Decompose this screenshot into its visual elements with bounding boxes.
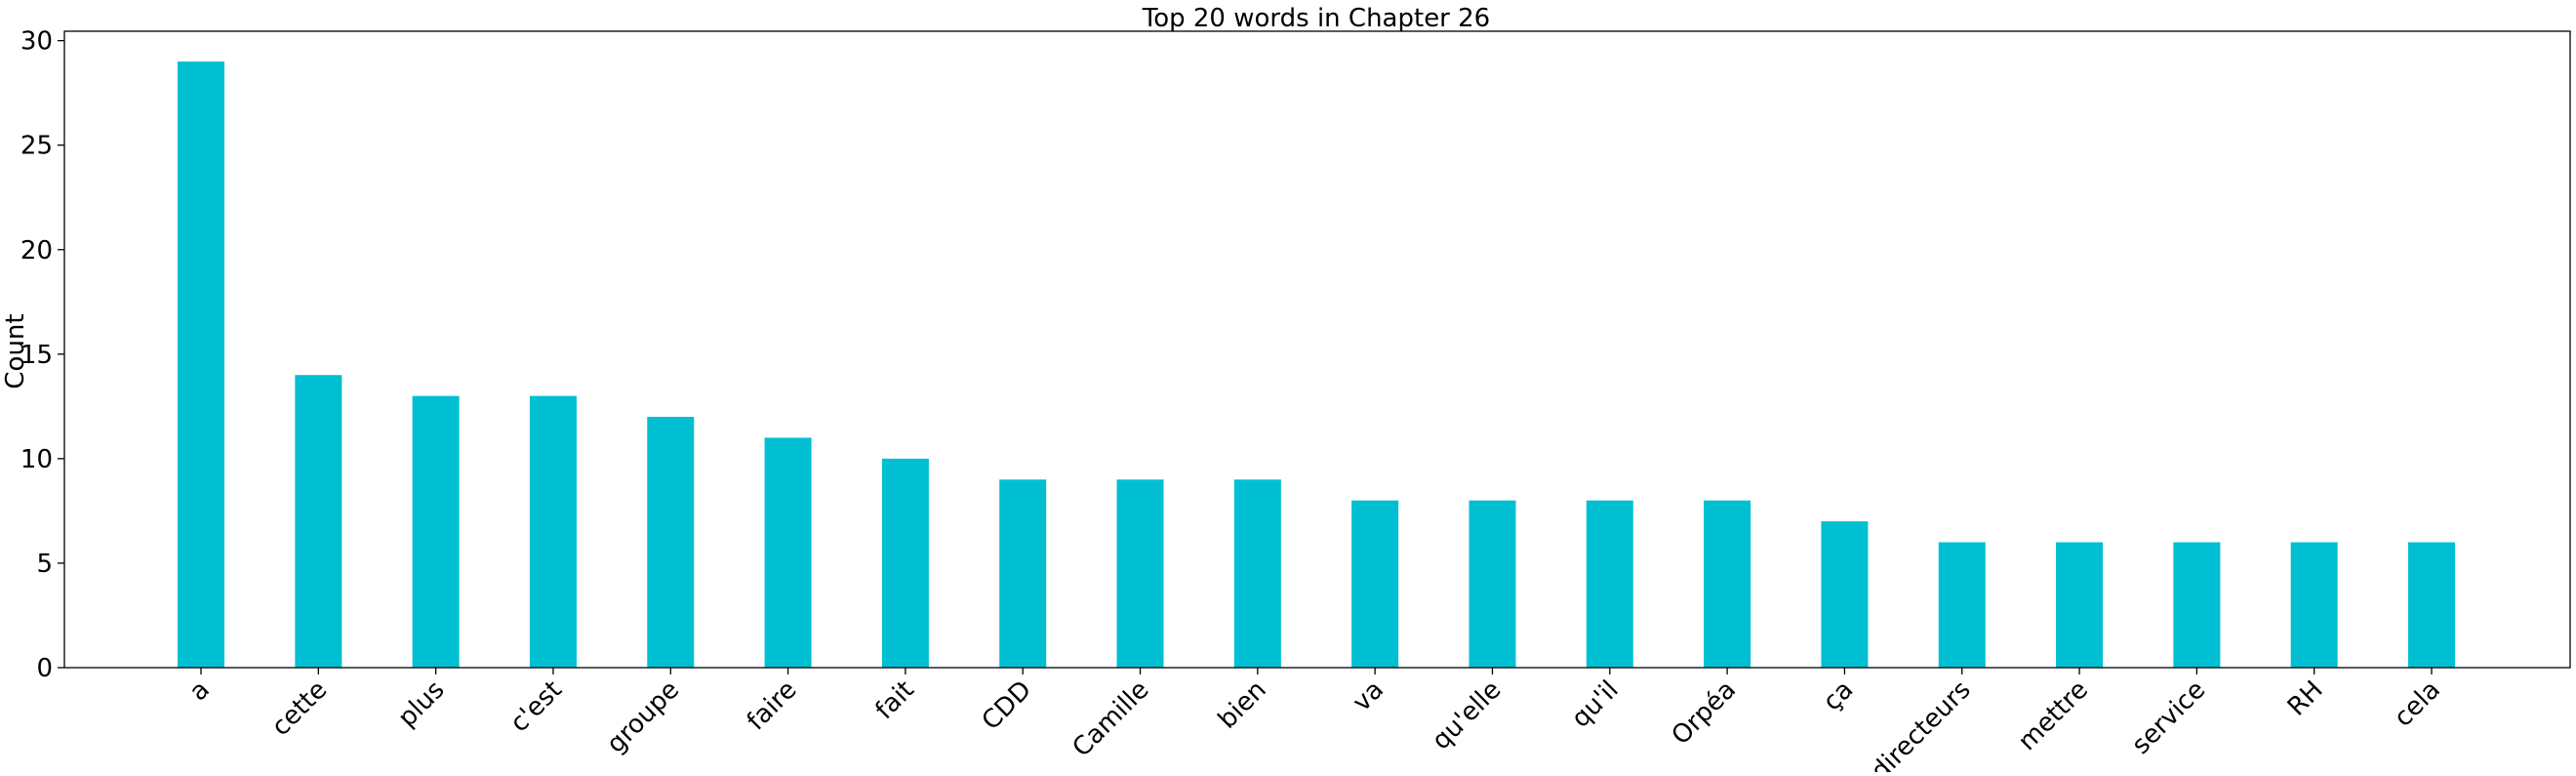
bar bbox=[1116, 479, 1164, 668]
bar bbox=[647, 417, 695, 668]
x-tick-label: CDD bbox=[977, 675, 1037, 736]
bar bbox=[999, 479, 1047, 668]
x-tick-label: a bbox=[183, 675, 215, 707]
x-tick-label: Camille bbox=[1067, 675, 1155, 763]
plot-area-frame bbox=[63, 30, 2571, 669]
bar bbox=[1821, 521, 1869, 668]
x-tick-label: faire bbox=[742, 675, 803, 737]
bar bbox=[295, 375, 342, 668]
bar bbox=[2290, 542, 2338, 668]
x-tick-label: cela bbox=[2389, 675, 2446, 733]
x-tick-label: c'est bbox=[504, 675, 567, 738]
bar bbox=[2173, 542, 2221, 668]
y-axis-ticks: 0 5 10 15 20 25 30 bbox=[20, 27, 64, 683]
bar bbox=[1938, 542, 1986, 668]
x-tick-label: cette bbox=[266, 675, 333, 742]
x-tick-label: service bbox=[2126, 675, 2211, 760]
bar bbox=[178, 61, 224, 669]
bar bbox=[1233, 479, 1281, 668]
chart-title: Top 20 words in Chapter 26 bbox=[1142, 4, 1490, 33]
bar bbox=[881, 458, 929, 668]
x-tick-label: Orpéa bbox=[1667, 675, 1742, 751]
y-tick-label: 20 bbox=[20, 236, 53, 265]
x-tick-label: directeurs bbox=[1866, 675, 1977, 772]
bar bbox=[764, 437, 812, 668]
x-tick-label: bien bbox=[1213, 675, 1272, 735]
y-axis-label: Count bbox=[1, 313, 30, 388]
x-tick-label: qu'il bbox=[1566, 675, 1625, 734]
y-tick-label: 5 bbox=[36, 550, 53, 579]
bar bbox=[2408, 542, 2455, 668]
y-tick-label: 30 bbox=[20, 27, 53, 57]
x-tick-label: RH bbox=[2282, 675, 2329, 722]
bar bbox=[1586, 500, 1633, 668]
y-tick-label: 25 bbox=[20, 132, 53, 161]
y-tick-label: 0 bbox=[36, 654, 53, 683]
bar bbox=[1704, 500, 1751, 668]
y-tick-label: 15 bbox=[20, 341, 53, 370]
x-tick-label: groupe bbox=[601, 675, 685, 759]
bar bbox=[412, 395, 460, 668]
bar bbox=[529, 395, 577, 668]
x-tick-label: fait bbox=[870, 675, 920, 725]
x-tick-label: qu'elle bbox=[1427, 675, 1507, 756]
y-tick-label: 10 bbox=[20, 445, 53, 474]
x-tick-label: mettre bbox=[2013, 675, 2094, 756]
bar bbox=[1469, 500, 1516, 668]
x-axis-ticks: a cette plus c'est groupe faire fait CDD Camille… bbox=[183, 668, 2446, 776]
x-tick-label: va bbox=[1348, 675, 1389, 717]
x-tick-label: ça bbox=[1818, 675, 1860, 717]
bar-series bbox=[178, 61, 2455, 669]
x-tick-label: plus bbox=[392, 675, 450, 733]
bar bbox=[2056, 542, 2104, 668]
bar bbox=[1351, 500, 1399, 668]
